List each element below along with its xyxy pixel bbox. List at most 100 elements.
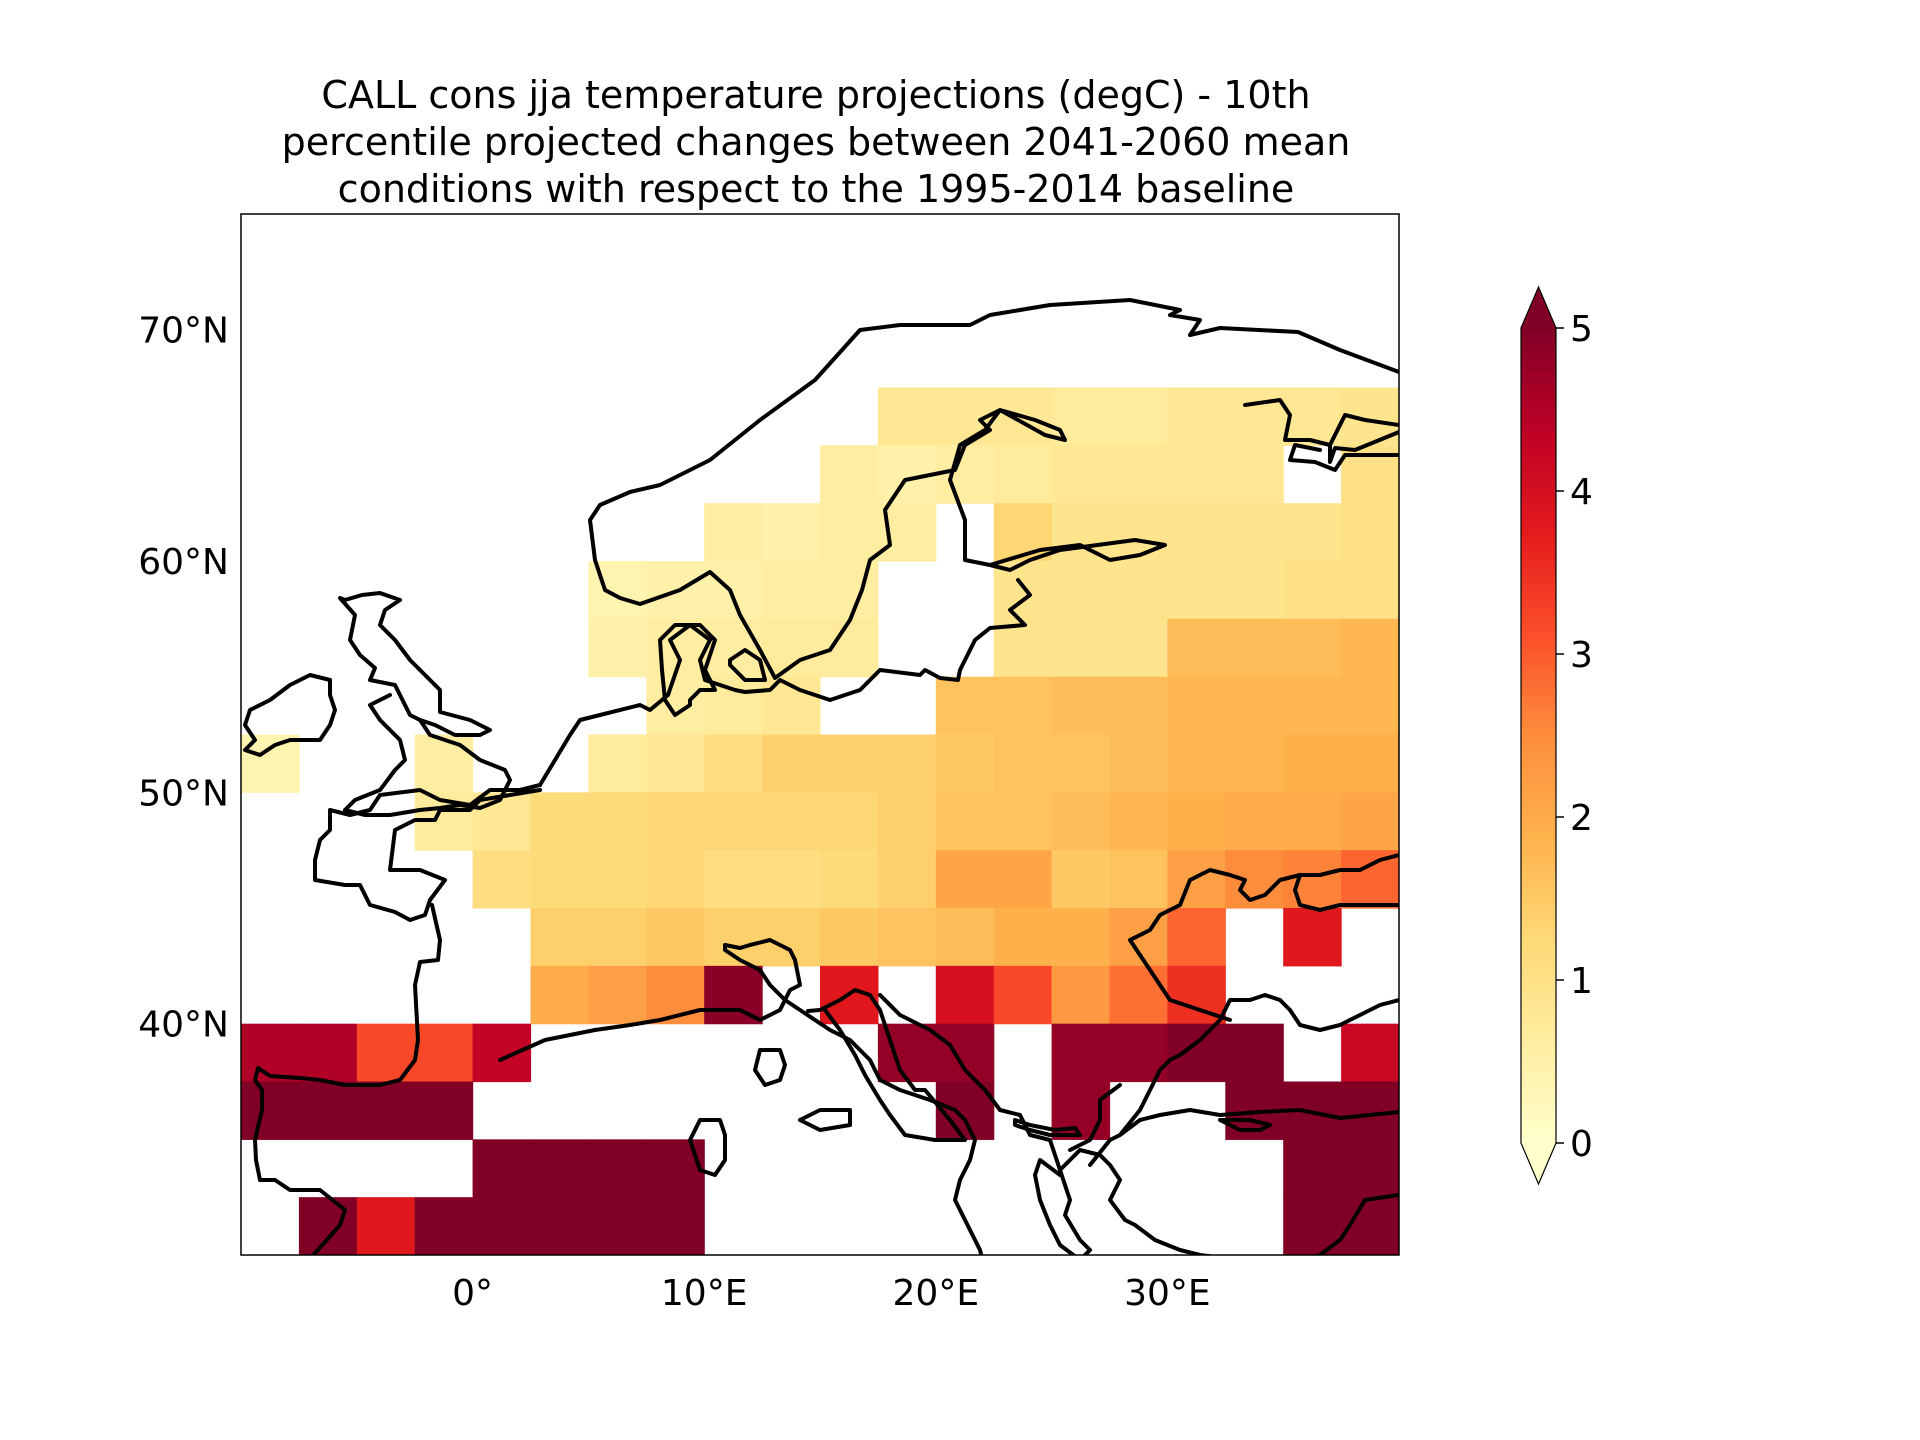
heatmap-cell <box>1167 850 1226 909</box>
heatmap-cell <box>414 1081 474 1140</box>
heatmap-cell <box>1225 734 1284 793</box>
coastline-white-sea <box>1288 413 1399 472</box>
heatmap-cell <box>1283 618 1342 678</box>
heatmap-cell <box>1283 850 1342 909</box>
y-tick-label: 40°N <box>138 1005 229 1046</box>
coastline-french-mediterranean <box>498 938 1322 1255</box>
chart-title: CALL cons jja temperature projections (d… <box>200 72 1432 213</box>
heatmap-cell <box>1051 503 1111 562</box>
heatmap-cell <box>1051 965 1111 1025</box>
heatmap-cell <box>877 908 937 967</box>
heatmap-cell <box>1341 503 1399 562</box>
heatmap-cell <box>993 676 1053 736</box>
heatmap-cell <box>1109 792 1168 851</box>
colorbar-scale <box>1521 328 1556 1143</box>
heatmap-cell <box>357 1255 416 1313</box>
colorbar-tick-label: 3 <box>1570 635 1593 676</box>
heatmap-cell <box>935 445 995 504</box>
heatmap-cell <box>1109 445 1168 504</box>
heatmap-cell <box>877 734 937 793</box>
heatmap-cell <box>1341 676 1399 736</box>
y-axis-ticks: 70°N 60°N 50°N 40°N <box>138 311 229 1046</box>
heatmap-cell <box>588 965 647 1025</box>
title-line-1: CALL cons jja temperature projections (d… <box>321 73 1311 117</box>
colorbar-tick-label: 0 <box>1570 1124 1593 1165</box>
heatmap-cell <box>588 734 647 793</box>
heatmap-cell <box>877 850 937 909</box>
heatmap-cell <box>1167 445 1226 504</box>
x-tick-label: 10°E <box>661 1273 748 1314</box>
heatmap-cell <box>762 503 821 562</box>
heatmap-cell <box>993 908 1053 967</box>
heatmap-cell <box>1051 850 1111 909</box>
heatmap-cell <box>1052 1255 1111 1313</box>
y-tick-label: 60°N <box>138 542 229 583</box>
colorbar-tick-label: 1 <box>1570 961 1593 1002</box>
colorbar-tick-label: 4 <box>1570 472 1593 513</box>
heatmap-cell <box>993 792 1053 851</box>
heatmap-cell <box>530 850 589 909</box>
heatmap-cell <box>1051 561 1111 620</box>
heatmap-cell <box>588 1139 647 1198</box>
x-axis-ticks: 0° 10°E 20°E 30°E <box>452 1273 1211 1314</box>
heatmap-cell <box>1109 503 1168 562</box>
heatmap-cell <box>993 965 1053 1025</box>
colorbar-max-extension <box>1521 287 1556 328</box>
heatmap-cell <box>1167 618 1226 678</box>
heatmap-cell <box>1109 734 1168 793</box>
heatmap-cell <box>1225 387 1284 446</box>
coastline-western-europe <box>253 783 542 1255</box>
heatmap-cell <box>530 1139 589 1198</box>
heatmap-cell <box>762 792 821 851</box>
heatmap-cell <box>472 792 532 851</box>
heatmap-cell <box>704 561 763 620</box>
heatmap-cell <box>588 908 647 967</box>
heatmap-cell <box>1283 676 1342 736</box>
title-line-2: percentile projected changes between 204… <box>281 120 1351 164</box>
heatmap-cell <box>588 618 647 678</box>
heatmap-cell <box>935 734 995 793</box>
coastline-uk <box>338 591 512 817</box>
heatmap-cell <box>820 908 879 967</box>
heatmap-cell <box>820 792 879 851</box>
heatmap-cell <box>1283 908 1342 967</box>
coastline-italy <box>688 988 967 1177</box>
heatmap-cell <box>1167 676 1226 736</box>
heatmap-cell <box>993 445 1053 504</box>
y-tick-label: 50°N <box>138 773 229 814</box>
x-tick-label: 0° <box>452 1273 493 1314</box>
title-line-3: conditions with respect to the 1995-2014… <box>337 167 1295 211</box>
heatmap-cell <box>704 734 763 793</box>
heatmap-cell <box>241 1081 300 1140</box>
coastline-baltic <box>538 578 1032 787</box>
heatmap-cell <box>588 850 647 909</box>
heatmap-cell <box>1283 387 1342 446</box>
heatmap-cell <box>1109 850 1168 909</box>
heatmap-cell <box>1225 503 1284 562</box>
heatmap-cell <box>1341 1081 1399 1140</box>
heatmap-cell <box>1225 1023 1284 1083</box>
heatmap-cell <box>1109 676 1168 736</box>
heatmap-cell <box>1283 561 1342 620</box>
heatmap-cell <box>1051 618 1111 678</box>
heatmap-cell <box>646 734 705 793</box>
heatmap-cell <box>1341 561 1399 620</box>
heatmap-cell <box>472 1023 532 1083</box>
heatmap-cells <box>241 387 1399 1313</box>
heatmap-cell <box>820 850 879 909</box>
heatmap-cell <box>993 503 1053 562</box>
heatmap-cell <box>414 1023 474 1083</box>
heatmap-cell <box>472 850 532 909</box>
coastline-crete-cyprus <box>1013 1118 1272 1137</box>
heatmap-cell <box>530 792 589 851</box>
heatmap-cell <box>704 503 763 562</box>
heatmap-cell <box>1109 965 1168 1025</box>
heatmap-cell <box>935 908 995 967</box>
heatmap-cell <box>1225 676 1284 736</box>
heatmap-cell <box>1167 503 1226 562</box>
heatmap-cell <box>1341 1023 1399 1083</box>
heatmap-cell <box>1167 561 1226 620</box>
coastlines <box>243 298 1399 1255</box>
x-tick-label: 20°E <box>893 1273 980 1314</box>
coastline-denmark <box>658 623 767 717</box>
